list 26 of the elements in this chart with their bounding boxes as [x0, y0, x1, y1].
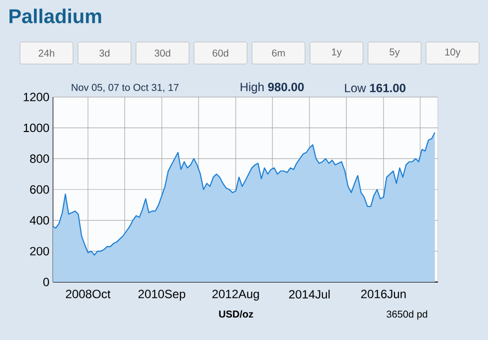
text: 30d	[154, 49, 170, 57]
x-tick-label: 2012Aug	[212, 290, 259, 301]
text: 10y	[445, 48, 461, 58]
y-tick-label: 0	[43, 278, 50, 286]
text: 3d	[99, 49, 110, 57]
text: 6m	[272, 49, 285, 57]
x-tick-label: 2014Jul	[289, 290, 330, 299]
text: Nov 05, 07 to Oct 31, 17	[72, 84, 178, 92]
x-tick-label: 2010Sep	[138, 290, 186, 301]
x-axis-title: USD/oz	[219, 310, 254, 318]
text: 60d	[212, 49, 228, 57]
text: 1y	[332, 48, 342, 58]
text: High 980.00	[240, 82, 304, 94]
y-tick-label: 1200	[24, 92, 50, 102]
y-tick-label: 1000	[24, 124, 50, 132]
y-tick-label: 600	[30, 185, 50, 194]
chart-title: Palladium	[10, 8, 102, 24]
y-tick-label: 200	[30, 246, 50, 256]
text: 5y	[390, 48, 400, 58]
x-tick-label: 2016Jun	[361, 290, 406, 298]
y-tick-label: 400	[30, 216, 50, 225]
x-tick-label: 2008Oct	[66, 290, 110, 298]
text: Low 161.00	[345, 84, 406, 92]
text: 3650d pd	[386, 310, 428, 320]
text: 24h	[38, 49, 54, 57]
y-tick-label: 800	[30, 154, 50, 163]
